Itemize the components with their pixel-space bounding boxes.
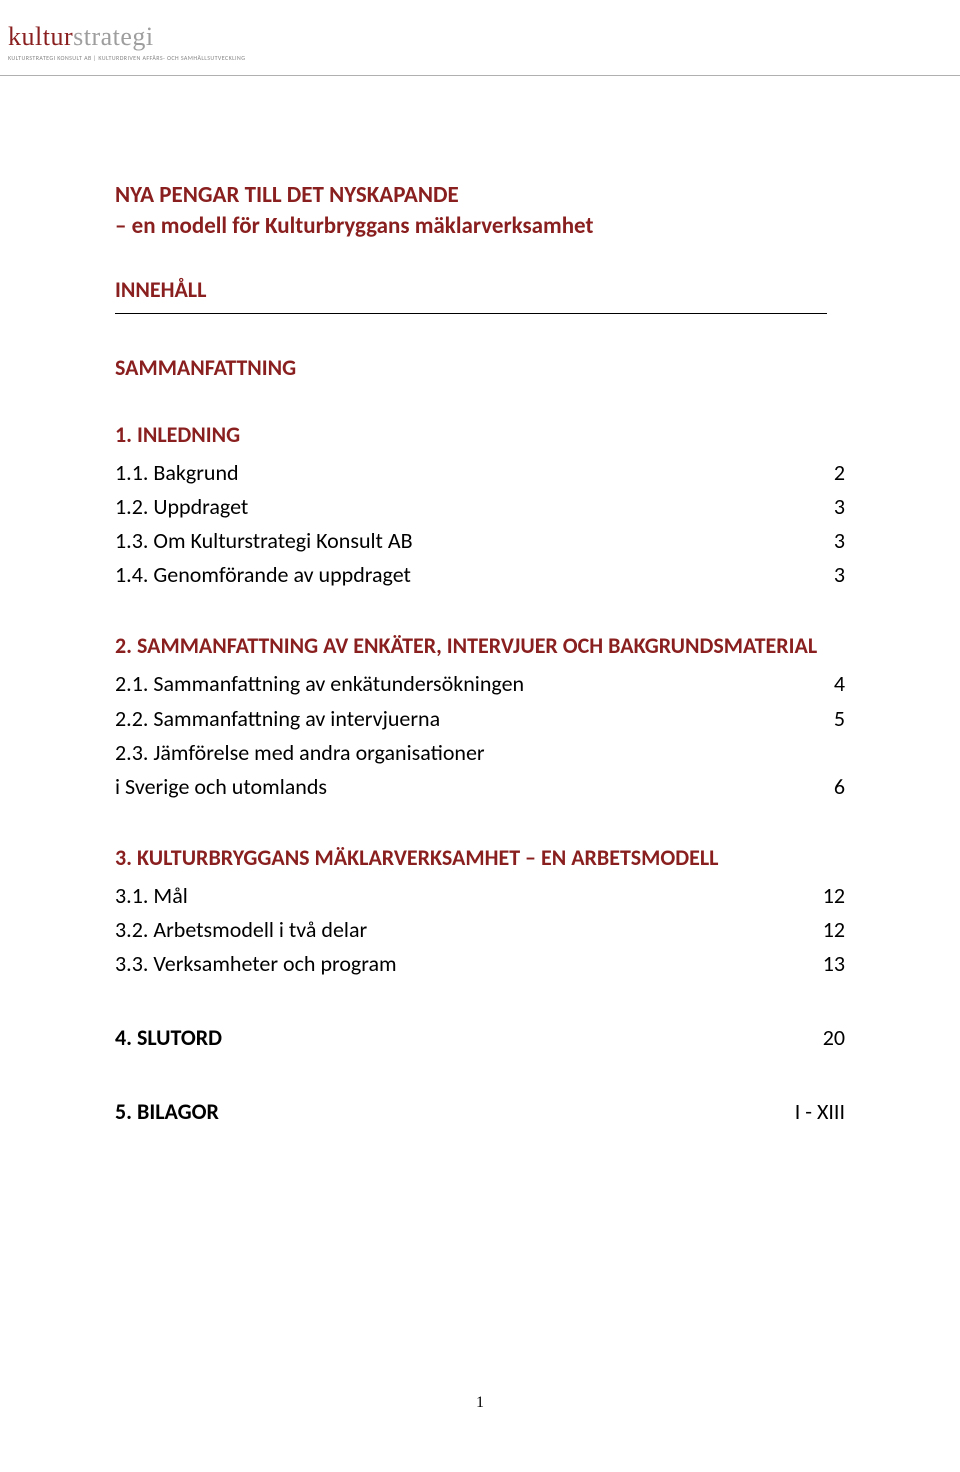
toc-label: 2.3. Jämförelse med andra organisationer xyxy=(115,736,485,770)
document-page: kulturstrategi KULTURSTRATEGI KONSULT AB… xyxy=(0,0,960,1472)
toc-label-cont: i Sverige och utomlands xyxy=(115,770,327,804)
toc-heading-sammanfattning: SAMMANFATTNING xyxy=(115,354,845,381)
toc-page: 6 xyxy=(794,770,845,804)
toc-page: 13 xyxy=(783,947,845,981)
toc-page: 3 xyxy=(794,558,845,592)
toc-heading-1: 1. INLEDNING xyxy=(115,421,845,448)
toc-label: 2.1. Sammanfattning av enkätundersökning… xyxy=(115,667,524,701)
toc-page: 3 xyxy=(794,524,845,558)
toc-page: 4 xyxy=(794,667,845,701)
toc-label: 1.3. Om Kulturstrategi Konsult AB xyxy=(115,524,413,558)
toc-entry: 1.4. Genomförande av uppdraget 3 xyxy=(115,558,845,592)
toc-page: 3 xyxy=(794,490,845,524)
toc-label: 1.4. Genomförande av uppdraget xyxy=(115,558,411,592)
toc-section-3: 3. KULTURBRYGGANS MÄKLARVERKSAMHET – EN … xyxy=(115,844,845,981)
toc-entry: 1.3. Om Kulturstrategi Konsult AB 3 xyxy=(115,524,845,558)
toc-section-1: 1. INLEDNING 1.1. Bakgrund 2 1.2. Uppdra… xyxy=(115,421,845,592)
innehall-label: INNEHÅLL xyxy=(115,276,845,303)
toc-heading-5: 5. BILAGOR xyxy=(115,1095,219,1129)
toc-label: 1.1. Bakgrund xyxy=(115,456,239,490)
toc-page: 2 xyxy=(794,456,845,490)
toc-label: 1.2. Uppdraget xyxy=(115,490,248,524)
document-content: NYA PENGAR TILL DET NYSKAPANDE – en mode… xyxy=(115,180,845,1169)
innehall-divider xyxy=(115,313,827,314)
toc-heading-3: 3. KULTURBRYGGANS MÄKLARVERKSAMHET – EN … xyxy=(115,844,845,871)
logo-word-strategi: strategi xyxy=(73,22,154,52)
toc-section-4: 4. SLUTORD 20 xyxy=(115,1021,845,1055)
toc-page: 20 xyxy=(783,1021,845,1055)
toc-label: 3.1. Mål xyxy=(115,879,188,913)
toc-entry-line2: i Sverige och utomlands 6 xyxy=(115,770,845,804)
toc-entry: 3.2. Arbetsmodell i två delar 12 xyxy=(115,913,845,947)
toc-entry: 1.2. Uppdraget 3 xyxy=(115,490,845,524)
toc-page: 12 xyxy=(783,913,845,947)
logo-subline: KULTURSTRATEGI KONSULT AB | KULTURDRIVEN… xyxy=(8,54,245,62)
toc-entry: 5. BILAGOR I - XIII xyxy=(115,1095,845,1129)
toc-section-5: 5. BILAGOR I - XIII xyxy=(115,1095,845,1129)
logo-word-kultur: kultur xyxy=(8,22,73,52)
page-number: 1 xyxy=(476,1394,484,1412)
logo-block: kulturstrategi KULTURSTRATEGI KONSULT AB… xyxy=(8,22,245,62)
toc-label: 3.2. Arbetsmodell i två delar xyxy=(115,913,367,947)
toc-section-sammanfattning: SAMMANFATTNING xyxy=(115,354,845,381)
toc-entry: 2.1. Sammanfattning av enkätundersökning… xyxy=(115,667,845,701)
toc-heading-2: 2. SAMMANFATTNING AV ENKÄTER, INTERVJUER… xyxy=(115,632,845,659)
toc-entry: 3.3. Verksamheter och program 13 xyxy=(115,947,845,981)
toc-entry: 2.2. Sammanfattning av intervjuerna 5 xyxy=(115,702,845,736)
toc-entry: 4. SLUTORD 20 xyxy=(115,1021,845,1055)
document-title-line2: – en modell för Kulturbryggans mäklarver… xyxy=(115,211,845,242)
toc-label: 3.3. Verksamheter och program xyxy=(115,947,397,981)
toc-entry-line1: 2.3. Jämförelse med andra organisationer xyxy=(115,736,845,770)
toc-page: 12 xyxy=(783,879,845,913)
header-divider xyxy=(0,75,960,76)
toc-page: I - XIII xyxy=(755,1095,845,1129)
toc-entry: 3.1. Mål 12 xyxy=(115,879,845,913)
logo-wordmark: kulturstrategi xyxy=(8,22,245,52)
toc-section-2: 2. SAMMANFATTNING AV ENKÄTER, INTERVJUER… xyxy=(115,632,845,803)
toc-entry: 1.1. Bakgrund 2 xyxy=(115,456,845,490)
toc-page: 5 xyxy=(794,702,845,736)
toc-label: 2.2. Sammanfattning av intervjuerna xyxy=(115,702,440,736)
document-title-line1: NYA PENGAR TILL DET NYSKAPANDE xyxy=(115,180,845,211)
toc-heading-4: 4. SLUTORD xyxy=(115,1021,222,1055)
